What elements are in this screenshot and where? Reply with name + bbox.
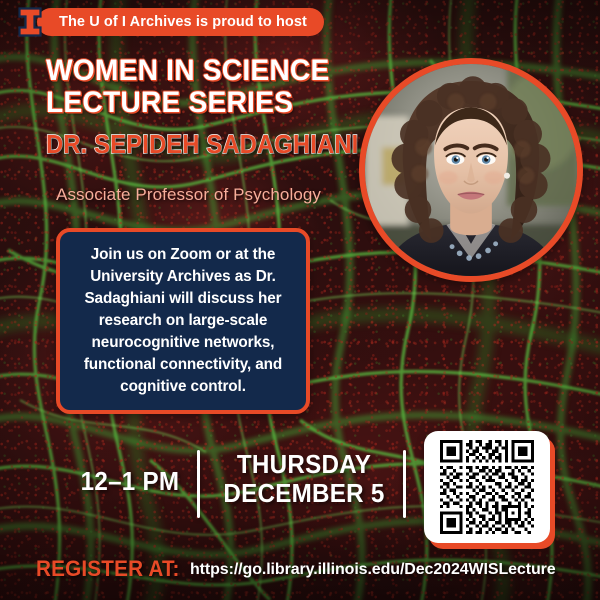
illinois-block-i-icon [17, 7, 43, 37]
qr-code-icon [440, 440, 534, 534]
event-day: THURSDAY [236, 449, 372, 479]
event-date-value: DECEMBER 5 [223, 478, 385, 509]
event-time: 12–1 PM [80, 466, 180, 496]
event-date: THURSDAY DECEMBER 5 [220, 449, 387, 509]
headline-line-2: LECTURE SERIES [46, 86, 294, 120]
speaker-name: DR. SEPIDEH SADAGHIANI [45, 130, 359, 159]
page-title: WOMEN IN SCIENCE LECTURE SERIES [46, 54, 356, 120]
headline-line-1: WOMEN IN SCIENCE [46, 54, 330, 87]
registration-url[interactable]: https://go.library.illinois.edu/Dec2024W… [190, 561, 556, 578]
top-banner-label: The U of I Archives is proud to host [37, 8, 324, 36]
register-label: REGISTER AT: [36, 556, 180, 581]
speaker-portrait [359, 58, 583, 282]
divider-left [197, 450, 200, 518]
speaker-title: Associate Professor of Psychology [56, 185, 322, 204]
top-banner: The U of I Archives is proud to host [17, 7, 324, 37]
divider-right [403, 450, 406, 518]
description-text: Join us on Zoom or at the University Arc… [83, 246, 283, 395]
description-box: Join us on Zoom or at the University Arc… [56, 228, 310, 414]
registration-qr-code[interactable] [424, 431, 550, 543]
portrait-image [365, 64, 577, 276]
